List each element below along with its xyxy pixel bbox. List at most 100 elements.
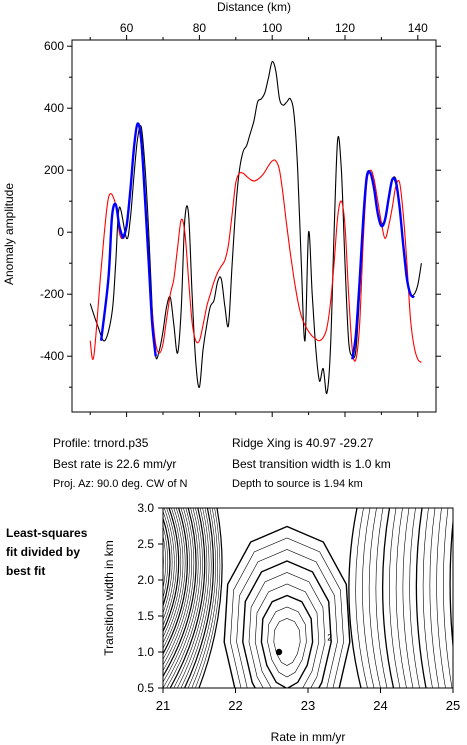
contour-x-tick-label: 22 [228,698,242,713]
fitted-segment-line [351,169,415,360]
contour-y-ticks: 0.5 1.0 1.5 2.0 2.5 3.0 [137,501,163,695]
contour-line [163,525,168,599]
contour-line [166,508,203,688]
contour-line [91,508,157,688]
best-transition-width: Best transition width is 1.0 km [232,457,391,471]
profile-y-axis-label: Anomaly amplitude [2,183,16,285]
profile-x-tick-label: 80 [193,21,207,35]
contour-line [464,508,467,688]
contour-line [163,508,201,688]
profile-x-tick-label: 140 [408,21,428,35]
contour-line [381,508,395,688]
contour-line [173,508,208,688]
best-fit-point [275,648,283,656]
side-label-line: best fit [6,564,46,578]
contour-line [436,508,446,688]
contour-line [273,618,301,666]
profile-y-tick-label: 400 [44,101,64,115]
contour-line [163,508,192,666]
profile-x-tick-label: 120 [335,21,355,35]
contour-line [457,508,465,688]
ridge-crossing: Ridge Xing is 40.97 -29.27 [232,436,374,450]
contour-x-tick-label: 21 [156,698,170,713]
contour-line [187,508,216,688]
misfit-contours [84,508,467,688]
fitted-segment-line [121,122,157,357]
contour-line [395,508,407,688]
model-profile-line [89,123,422,363]
contour-line [163,510,173,614]
best-rate: Best rate is 22.6 mm/yr [53,457,177,471]
contour-y-axis-label: Transition width in km [102,540,116,656]
contour-line [260,594,314,688]
contour-y-tick-label: 0.5 [137,681,154,695]
contour-x-axis-label: Rate in mm/yr [271,730,346,744]
observed-profile-line [89,61,422,394]
contour-line [236,549,338,688]
contour-y-tick-label: 1.5 [137,609,154,623]
profile-y-ticks: -400 -200 0 200 400 600 [40,39,441,388]
profile-series [89,61,422,394]
contour-line [402,508,414,688]
contour-line [163,516,171,608]
contour-line [87,508,154,688]
contour-line [230,537,344,688]
profile-y-tick-label: -200 [40,287,64,301]
misfit-contour-chart: 21 22 23 24 25 0.5 1.0 1.5 2.0 2.5 3.0 2 Rate in … [84,501,467,744]
profile-x-tick-label: 100 [262,21,282,35]
contour-line [248,572,326,688]
contour-line [169,508,206,688]
contour-line [254,583,320,688]
profile-x-tick-label: 60 [120,21,134,35]
contour-line [163,508,199,683]
contour-line [348,508,362,688]
contour-line [191,508,218,688]
contour-line [409,508,420,688]
profile-y-tick-label: 200 [44,163,64,177]
contour-y-tick-label: 2.5 [137,537,154,551]
contour-line [223,525,351,688]
projection-azimuth: Proj. Az: 90.0 deg. CW of N [53,478,188,490]
contour-x-tick-label: 24 [373,698,387,713]
contour-line [375,508,388,688]
profile-name: Profile: trnord.p35 [53,436,149,450]
contour-line [362,508,375,688]
contour-line [163,508,180,633]
contour-line [415,508,427,688]
fitted-segment-line [99,202,125,341]
contour-label: 2 [327,633,332,643]
contour-line [163,508,186,649]
side-label: Least-squares fit divided by best fit [6,524,87,581]
contour-line [422,508,433,688]
profile-x-axis-label: Distance (km) [217,0,291,14]
contour-line [443,508,453,688]
contour-y-tick-label: 1.0 [137,645,154,659]
contour-line [163,508,190,660]
profile-y-tick-label: -400 [40,349,64,363]
contour-line [267,606,307,678]
contour-line [198,508,223,688]
contour-line [242,560,332,688]
profile-y-tick-label: 600 [44,39,64,53]
contour-line [184,508,214,688]
contour-line [389,508,401,688]
anomaly-profile-chart: 60 80 100 120 140 -400 -200 0 200 400 600 Distanc… [2,0,441,417]
contour-line [163,508,188,656]
contour-line [163,508,195,671]
contour-x-ticks: 21 22 23 24 25 [156,688,460,713]
side-label-line: Least-squares [6,526,88,540]
profile-plot-frame [71,39,437,413]
contour-line [163,508,184,644]
contour-line [84,508,153,688]
contour-x-tick-label: 23 [301,698,315,713]
contour-line [195,508,221,688]
contour-x-tick-label: 25 [446,698,460,713]
contour-line [177,508,210,688]
contour-line [368,508,381,688]
contour-line [180,508,212,688]
contour-line [449,515,453,652]
contour-line [355,508,368,688]
contour-y-tick-label: 2.0 [137,573,154,587]
contour-line [163,508,175,620]
